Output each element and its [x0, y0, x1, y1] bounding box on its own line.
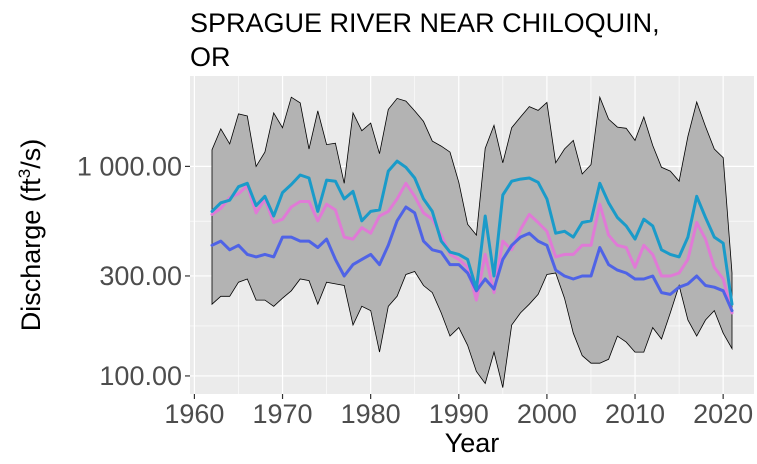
x-tick-label: 2000 — [517, 399, 577, 429]
y-tick-label: 1 000.00 — [77, 151, 182, 181]
series-line-low — [210, 205, 734, 313]
range-ribbon — [211, 95, 733, 388]
chart-title-line-2: OR — [190, 42, 231, 72]
series-lines — [210, 159, 734, 315]
y-axis-title-superscript: 3 — [15, 169, 34, 178]
y-axis-title-unit: /s) — [16, 139, 46, 169]
y-axis-title-text: Discharge (ft — [16, 178, 46, 332]
y-tick-label: 100.00 — [99, 361, 182, 391]
x-tick-label: 1980 — [341, 399, 401, 429]
range-ribbon-area — [211, 95, 733, 388]
x-axis-title: Year — [445, 428, 500, 458]
axes: 100.00 300.00 1 000.00 1960 1970 1980 1990 2000… — [77, 151, 753, 429]
x-tick-label: 1990 — [429, 399, 489, 429]
y-tick-label: 300.00 — [99, 261, 182, 291]
chart-title-line-1: SPRAGUE RIVER NEAR CHILOQUIN, — [190, 8, 660, 38]
x-tick-label: 2020 — [693, 399, 753, 429]
y-axis-title: Discharge (ft3/s) — [15, 139, 46, 332]
x-tick-label: 1970 — [252, 399, 312, 429]
x-tick-label: 2010 — [605, 399, 665, 429]
x-tick-label: 1960 — [164, 399, 224, 429]
series-line-mean — [210, 159, 734, 306]
